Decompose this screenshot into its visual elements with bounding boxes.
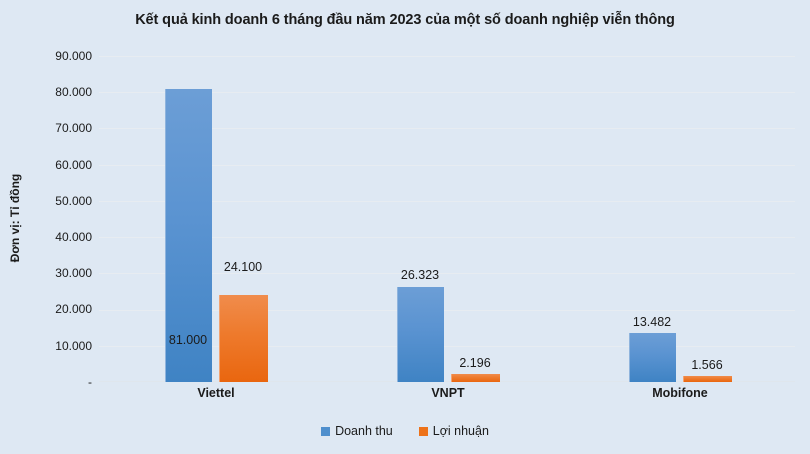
bar-label-viettel-profit: 24.100 bbox=[223, 260, 263, 274]
category-label-mobifone: Mobifone bbox=[652, 386, 708, 400]
gridline-70000 bbox=[99, 128, 795, 130]
legend-item-revenue[interactable]: Doanh thu bbox=[321, 424, 393, 438]
y-tick-40000: 40.000 bbox=[55, 230, 92, 244]
gridline-30000 bbox=[99, 273, 795, 275]
bar-viettel-profit[interactable] bbox=[219, 294, 268, 382]
gridline-60000 bbox=[99, 164, 795, 166]
y-tick-60000: 60.000 bbox=[55, 157, 92, 172]
y-tick-10000: 10.000 bbox=[55, 338, 92, 353]
bar-viettel-revenue[interactable] bbox=[165, 88, 212, 382]
legend-swatch-profit-icon bbox=[418, 426, 428, 436]
bar-vnpt-profit[interactable] bbox=[451, 374, 500, 382]
y-tick-50000: 50.000 bbox=[55, 193, 92, 208]
bar-label-vnpt-revenue: 26.323 bbox=[400, 268, 440, 282]
bar-vnpt-revenue[interactable] bbox=[397, 286, 444, 382]
y-tick-30000: 30.000 bbox=[55, 266, 92, 281]
gridline-40000 bbox=[99, 237, 795, 239]
y-tick-20000: 20.000 bbox=[55, 302, 92, 317]
chart-legend: Doanh thu Lợi nhuận bbox=[0, 424, 810, 438]
gridline-20000 bbox=[99, 309, 795, 311]
bar-label-mobifone-revenue: 13.482 bbox=[632, 315, 672, 329]
gridline-80000 bbox=[99, 92, 795, 94]
plot-area: 81.000 24.100 26.323 2.196 13.482 1.566 bbox=[99, 56, 795, 382]
legend-label-revenue: Doanh thu bbox=[335, 424, 393, 438]
y-tick-80000: 80.000 bbox=[55, 85, 92, 100]
x-axis-category-labels: Viettel VNPT Mobifone bbox=[99, 386, 795, 408]
bar-label-viettel-revenue: 81.000 bbox=[168, 333, 208, 347]
y-tick-70000: 70.000 bbox=[55, 121, 92, 136]
gridline-50000 bbox=[99, 200, 795, 202]
bar-label-mobifone-profit: 1.566 bbox=[691, 358, 723, 372]
legend-swatch-revenue-icon bbox=[321, 426, 331, 436]
bar-mobifone-profit[interactable] bbox=[683, 376, 732, 382]
bar-label-vnpt-profit: 2.196 bbox=[459, 356, 491, 370]
x-axis-baseline bbox=[99, 381, 795, 382]
bar-mobifone-revenue[interactable] bbox=[629, 333, 676, 382]
legend-label-profit: Lợi nhuận bbox=[432, 424, 489, 438]
chart-title: Kết quả kinh doanh 6 tháng đầu năm 2023 … bbox=[135, 12, 675, 28]
y-tick-0: - bbox=[88, 374, 92, 389]
gridline-10000 bbox=[99, 345, 795, 347]
category-label-viettel: Viettel bbox=[197, 386, 235, 400]
gridline-90000 bbox=[99, 56, 795, 57]
category-label-vnpt: VNPT bbox=[431, 386, 465, 400]
y-axis-tick-labels: 90.000 80.000 70.000 60.000 50.000 40.00… bbox=[8, 49, 92, 389]
y-tick-90000: 90.000 bbox=[55, 49, 92, 63]
legend-item-profit[interactable]: Lợi nhuận bbox=[418, 424, 489, 438]
